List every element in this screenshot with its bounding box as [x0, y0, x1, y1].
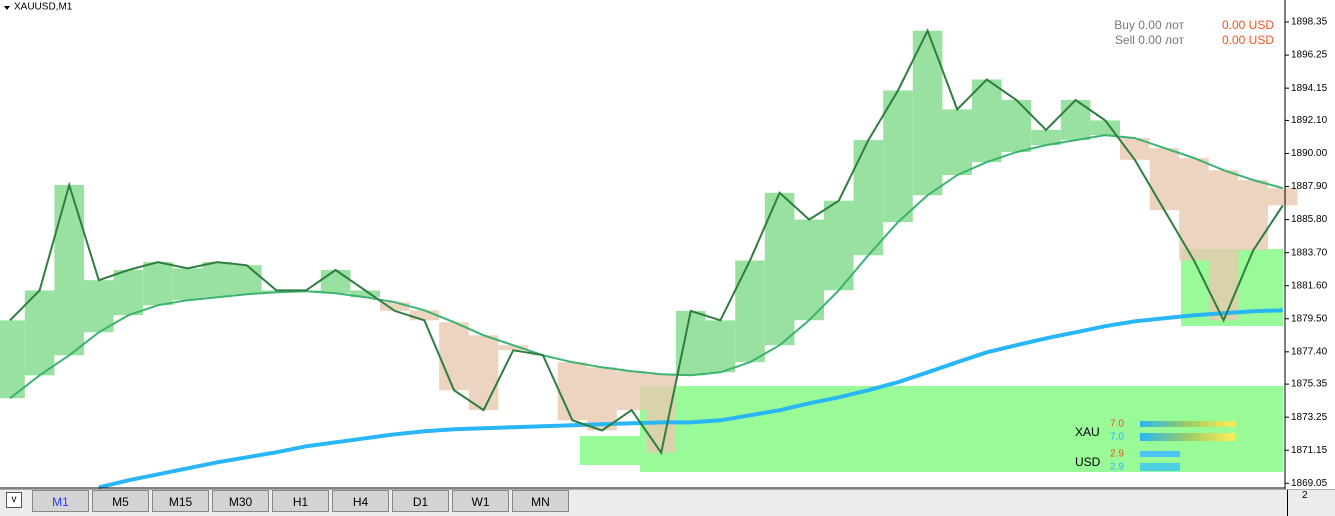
corner-label: 2: [1287, 490, 1335, 516]
y-tick-label: 1883.70: [1291, 247, 1328, 258]
histogram-bar: [54, 185, 84, 355]
histogram-bar: [913, 31, 943, 196]
histogram-bar: [646, 374, 676, 452]
strength-value: 2.9: [1110, 462, 1124, 473]
y-tick-label: 1896.25: [1291, 50, 1328, 61]
timeframe-button[interactable]: MN: [512, 490, 569, 512]
histogram-bar: [469, 335, 499, 410]
sell-value: 0.00 USD: [1222, 33, 1274, 47]
y-tick-label: 1879.50: [1291, 313, 1328, 324]
strength-value: 7.0: [1110, 419, 1124, 430]
y-tick-label: 1873.25: [1291, 412, 1328, 423]
y-tick-label: 1894.15: [1291, 83, 1328, 94]
timeframe-button[interactable]: M15: [152, 490, 209, 512]
histogram-bar: [676, 311, 706, 375]
y-tick-label: 1885.80: [1291, 214, 1328, 225]
histogram-bar: [439, 322, 469, 390]
histogram-bar: [854, 140, 884, 255]
dropdown[interactable]: v: [6, 492, 22, 508]
chart-title: XAUUSD,M1: [14, 2, 73, 13]
histogram-bar: [794, 220, 824, 321]
series-line: [10, 135, 1283, 398]
histogram-bar: [972, 79, 1002, 162]
histogram-bar: [321, 270, 351, 293]
timeframe-button[interactable]: D1: [392, 490, 449, 512]
timeframe-button[interactable]: M30: [212, 490, 269, 512]
strength-value: 2.9: [1110, 449, 1124, 460]
histogram-bar: [1179, 158, 1209, 260]
histogram-bar: [173, 268, 203, 300]
chart: XAUUSD,M1 Buy 0.00 лот 0.00 USD Sell 0.0…: [0, 0, 1335, 489]
timeframe-button[interactable]: M1: [32, 490, 89, 512]
strength-label: USD: [1075, 455, 1101, 469]
histogram-bar: [25, 290, 55, 375]
histogram-bar: [232, 265, 262, 294]
y-tick-label: 1875.35: [1291, 379, 1328, 390]
timeframe-button[interactable]: M5: [92, 490, 149, 512]
histogram-bar: [558, 362, 588, 420]
y-tick-label: 1892.10: [1291, 115, 1328, 126]
timeframe-button[interactable]: H1: [272, 490, 329, 512]
sell-label: Sell 0.00 лот: [1115, 33, 1185, 47]
strength-value: 7.0: [1110, 432, 1124, 443]
histogram-bar: [1238, 180, 1268, 250]
histogram-bar: [114, 270, 144, 315]
buy-value: 0.00 USD: [1222, 18, 1274, 32]
histogram-bar: [202, 262, 232, 297]
histogram-bar: [0, 320, 25, 398]
histogram-bar: [1150, 148, 1180, 210]
y-tick-label: 1887.90: [1291, 181, 1328, 192]
y-tick-label: 1898.35: [1291, 17, 1328, 28]
timeframe-button[interactable]: W1: [452, 490, 509, 512]
histogram-bar: [143, 262, 173, 305]
histogram-bar: [883, 91, 913, 223]
timeframe-button[interactable]: H4: [332, 490, 389, 512]
y-tick-label: 1877.40: [1291, 346, 1328, 357]
buy-label: Buy 0.00 лот: [1114, 18, 1184, 32]
y-tick-label: 1890.00: [1291, 148, 1328, 159]
histogram-bar: [735, 261, 765, 363]
histogram-bar: [84, 280, 114, 332]
zone: [640, 386, 1283, 472]
y-tick-label: 1869.05: [1291, 478, 1328, 489]
menu-arrow[interactable]: [4, 6, 10, 10]
y-tick-label: 1871.15: [1291, 445, 1328, 456]
y-tick-label: 1881.60: [1291, 280, 1328, 291]
histogram-bar: [587, 367, 617, 430]
histogram-bar: [617, 371, 647, 410]
histogram-bar: [1002, 100, 1032, 152]
histogram-bar: [706, 320, 736, 372]
strength-label: XAU: [1075, 425, 1100, 439]
histogram-bar: [942, 109, 972, 175]
